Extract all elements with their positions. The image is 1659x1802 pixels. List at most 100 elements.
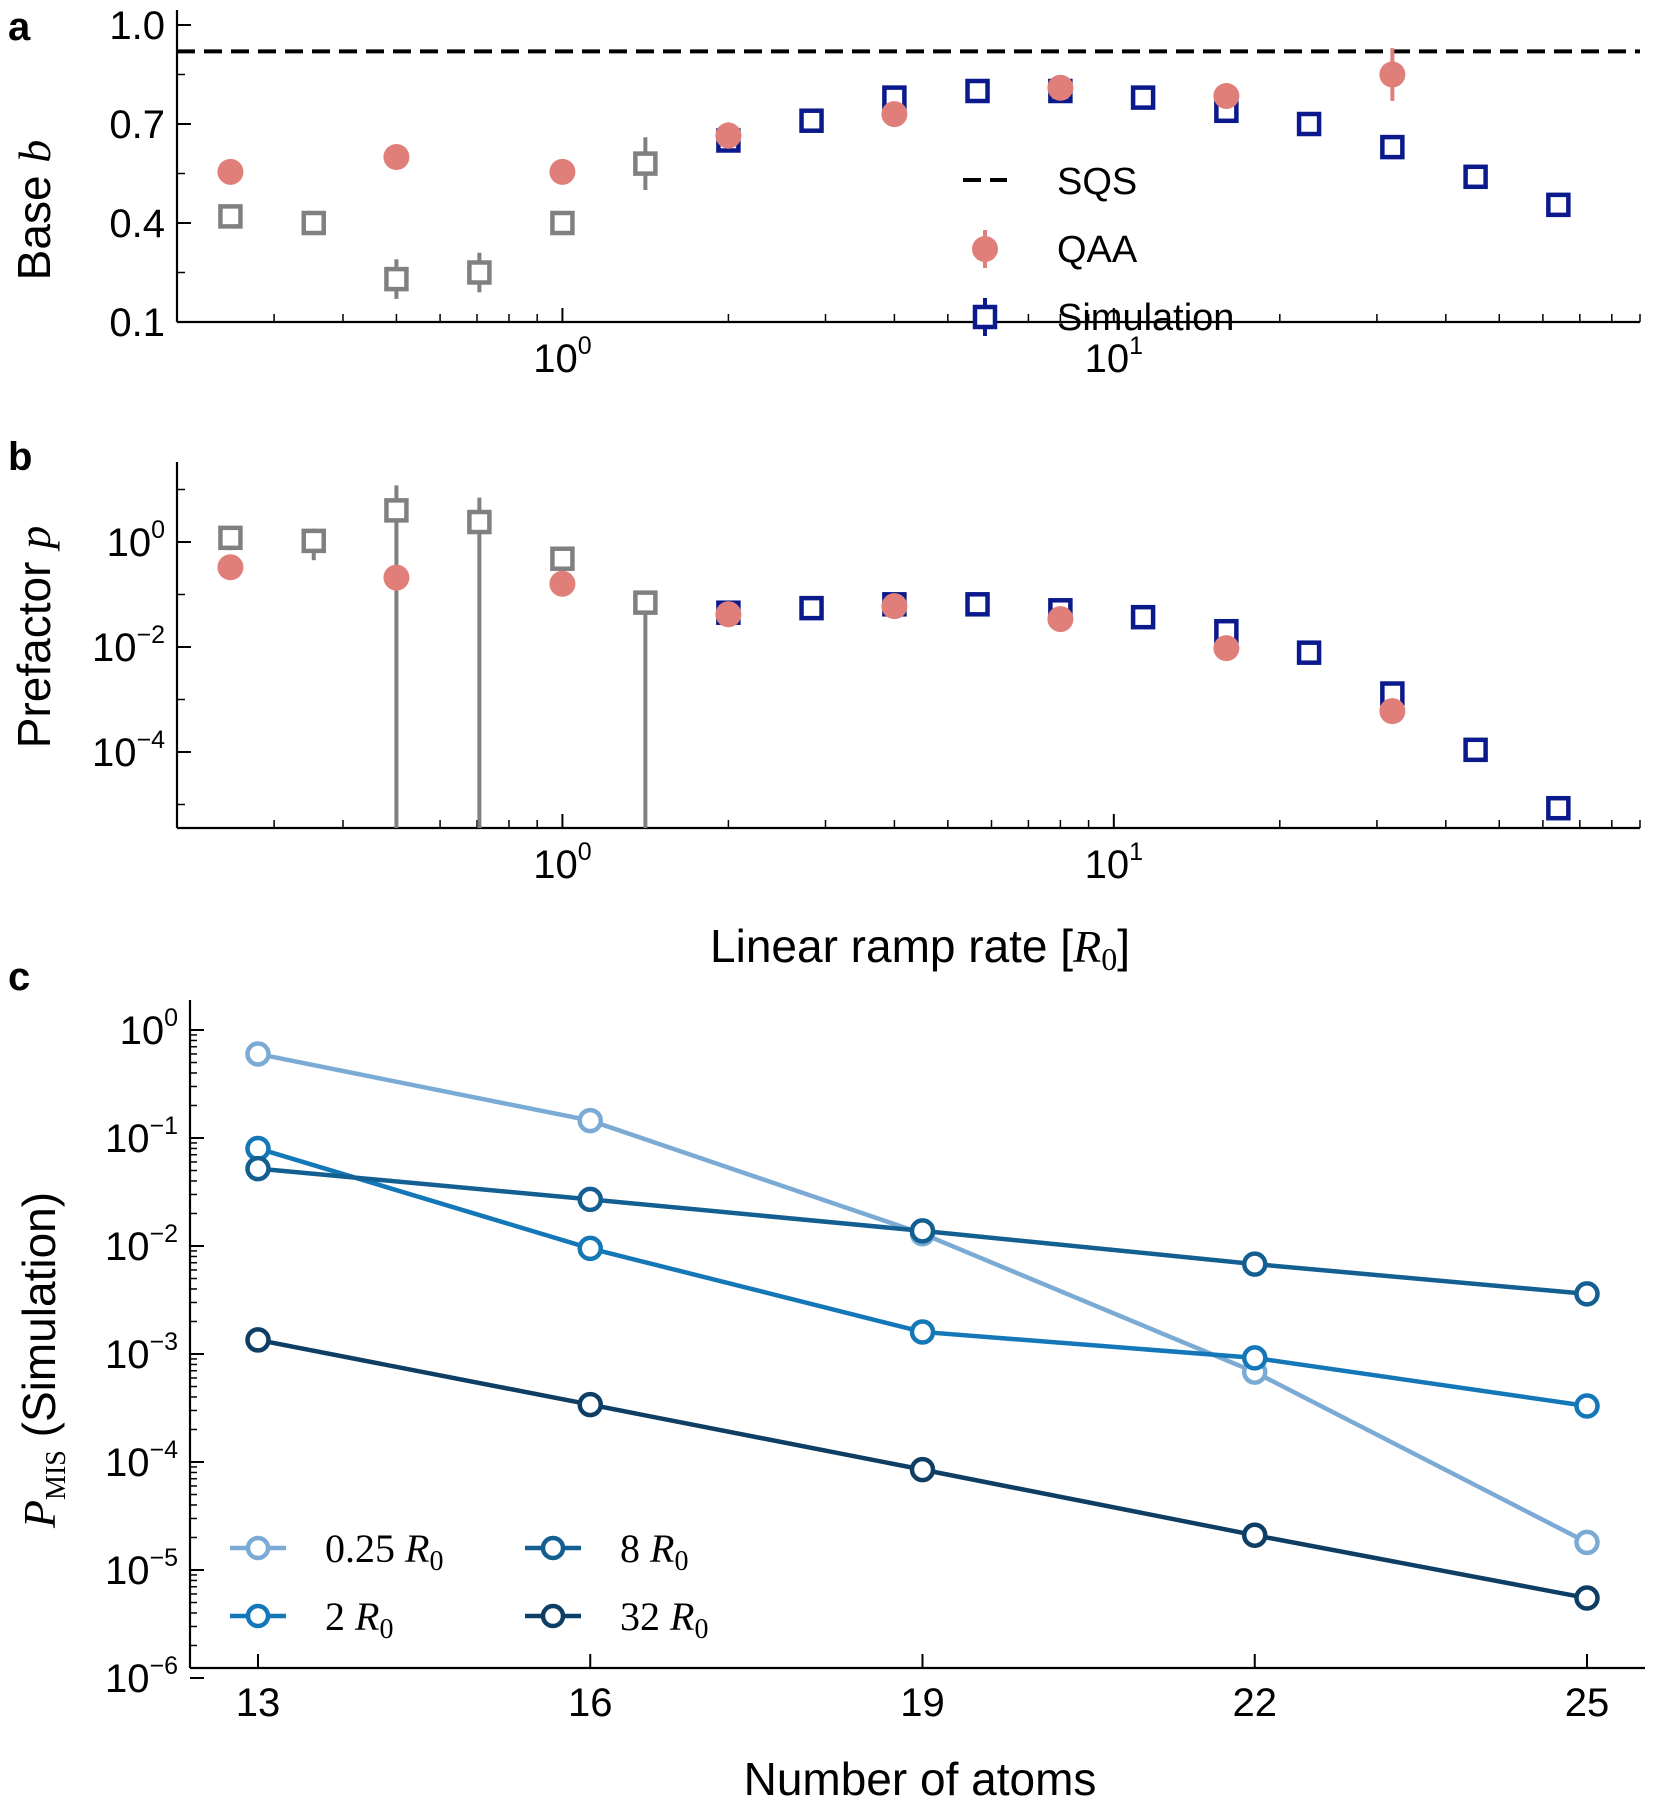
panel-label-c: c bbox=[8, 955, 30, 999]
qaa-marker bbox=[1379, 698, 1406, 725]
panel-c: 13 16 19 22 2510010−110−210−310−410−510−60.2… bbox=[13, 1000, 1645, 1802]
panel-a-ylabel: Base b bbox=[8, 140, 60, 281]
series-marker bbox=[577, 1186, 603, 1213]
series-marker bbox=[1242, 1251, 1268, 1277]
panel-a-y-tick-label: 1.0 bbox=[109, 4, 165, 48]
panel-a-x-tick-label: 101 bbox=[1085, 332, 1143, 381]
panel-b-x-tick-label-exp: 1 bbox=[1129, 838, 1143, 866]
simulation-marker bbox=[633, 590, 658, 615]
simulation-marker bbox=[965, 592, 990, 617]
simulation-marker bbox=[1463, 164, 1488, 190]
legend-swatch-marker bbox=[540, 1535, 566, 1561]
series-marker bbox=[1242, 1522, 1268, 1548]
series-marker bbox=[577, 1107, 603, 1134]
series-marker bbox=[245, 1155, 271, 1182]
qaa-point bbox=[1379, 48, 1406, 101]
simulation-point bbox=[550, 210, 575, 236]
panel-c-x-tick-label: 16 bbox=[568, 1681, 613, 1725]
legend-simulation-label: Simulation bbox=[1057, 297, 1234, 339]
simulation-point bbox=[799, 595, 824, 621]
simulation-marker bbox=[1380, 134, 1405, 160]
simulation-marker bbox=[1296, 111, 1322, 137]
qaa-marker bbox=[1379, 61, 1406, 88]
series-marker bbox=[909, 1456, 936, 1483]
qaa-marker bbox=[383, 564, 410, 591]
panel-c-x-tick-label: 19 bbox=[900, 1681, 945, 1725]
simulation-point bbox=[633, 137, 658, 190]
panel-b-x-tick-label-exp: 0 bbox=[578, 838, 592, 866]
series-marker bbox=[1574, 1585, 1600, 1611]
legend-label: 8 R0 bbox=[620, 1526, 688, 1577]
simulation-point bbox=[1463, 737, 1488, 763]
simulation-marker bbox=[1130, 604, 1156, 630]
qaa-marker bbox=[217, 158, 244, 185]
qaa-point bbox=[715, 122, 742, 149]
simulation-marker bbox=[467, 260, 492, 285]
qaa-marker bbox=[1047, 74, 1074, 101]
simulation-marker bbox=[1463, 737, 1488, 763]
qaa-marker bbox=[1213, 82, 1240, 109]
series-8-r0 bbox=[245, 1155, 1600, 1307]
series-2-r0 bbox=[245, 1135, 1600, 1419]
simulation-point bbox=[799, 108, 824, 133]
panel-c-plot-area: 13 16 19 22 2510010−110−210−310−410−510−60.2… bbox=[105, 1000, 1645, 1725]
legend-unit-sub: 0 bbox=[429, 1546, 443, 1577]
panel-c-y-tick-label-base: 10 bbox=[105, 1333, 150, 1377]
panel-a-x-tick-label-base: 10 bbox=[1085, 337, 1130, 381]
qaa-marker bbox=[881, 101, 908, 128]
panel-a-x-tick-label-exp: 0 bbox=[578, 332, 592, 360]
panel-b-x-tick-label: 101 bbox=[1085, 838, 1143, 887]
qaa-marker bbox=[715, 122, 742, 149]
series-marker bbox=[1242, 1345, 1268, 1371]
panel-b-y-tick-label-base: 10 bbox=[92, 626, 137, 670]
simulation-marker bbox=[384, 266, 409, 292]
panel-c-y-tick-label-base: 10 bbox=[105, 1657, 150, 1701]
panel-a-y-tick-label: 0.1 bbox=[109, 301, 165, 345]
qaa-marker bbox=[1213, 635, 1240, 662]
panel-c-y-tick-label-exp: −5 bbox=[149, 1544, 178, 1572]
panel-b-xlabel: Linear ramp rate [R0] bbox=[710, 920, 1130, 977]
panel-c-ylabel: PMIS (Simulation) bbox=[13, 1192, 72, 1529]
simulation-point bbox=[965, 78, 990, 104]
panel-c-y-tick-label-base: 10 bbox=[105, 1549, 150, 1593]
panel-a-x-tick-label-exp: 1 bbox=[1129, 332, 1143, 360]
panel-c-y-tick-label-exp: −6 bbox=[149, 1652, 178, 1680]
series-marker bbox=[577, 1391, 603, 1418]
panel-c-y-tick-label: 10−1 bbox=[105, 1112, 178, 1161]
legend-qaa-label: QAA bbox=[1057, 229, 1138, 271]
legend-unit-sub: 0 bbox=[674, 1546, 688, 1577]
qaa-marker bbox=[383, 144, 410, 170]
legend-swatch-marker bbox=[245, 1603, 271, 1629]
simulation-point bbox=[467, 252, 492, 293]
simulation-point bbox=[1546, 192, 1571, 218]
simulation-marker bbox=[1296, 640, 1322, 665]
series-marker bbox=[909, 1319, 936, 1345]
simulation-marker bbox=[467, 509, 492, 535]
qaa-point bbox=[1213, 82, 1240, 109]
simulation-marker bbox=[633, 151, 658, 176]
panel-b-x-tick-label: 100 bbox=[533, 838, 591, 887]
panel-c-y-tick-label-base: 10 bbox=[105, 1441, 150, 1485]
legend-unit: R bbox=[649, 1526, 674, 1571]
panel-b-y-tick-label: 10−4 bbox=[92, 726, 165, 775]
legend-swatch-marker bbox=[245, 1535, 271, 1561]
panel-c-y-tick-label: 10−4 bbox=[105, 1436, 178, 1485]
simulation-point bbox=[384, 259, 409, 299]
qaa-marker bbox=[217, 554, 244, 581]
panel-c-y-tick-label: 10−2 bbox=[105, 1220, 178, 1269]
panel-c-xlabel: Number of atoms bbox=[744, 1753, 1097, 1802]
series-marker bbox=[1574, 1529, 1600, 1556]
panel-c-y-tick-label-exp: −1 bbox=[149, 1112, 178, 1140]
panel-b-y-tick-label-exp: 0 bbox=[151, 516, 165, 544]
qaa-marker bbox=[715, 601, 742, 628]
simulation-marker bbox=[1546, 795, 1571, 821]
series-marker bbox=[909, 1218, 936, 1244]
simulation-point bbox=[218, 525, 243, 551]
series-marker bbox=[577, 1235, 603, 1262]
panel-b-x-tick-label-base: 10 bbox=[1085, 843, 1130, 887]
simulation-marker bbox=[301, 210, 326, 236]
panel-c-y-tick-label-base: 10 bbox=[105, 1225, 150, 1269]
